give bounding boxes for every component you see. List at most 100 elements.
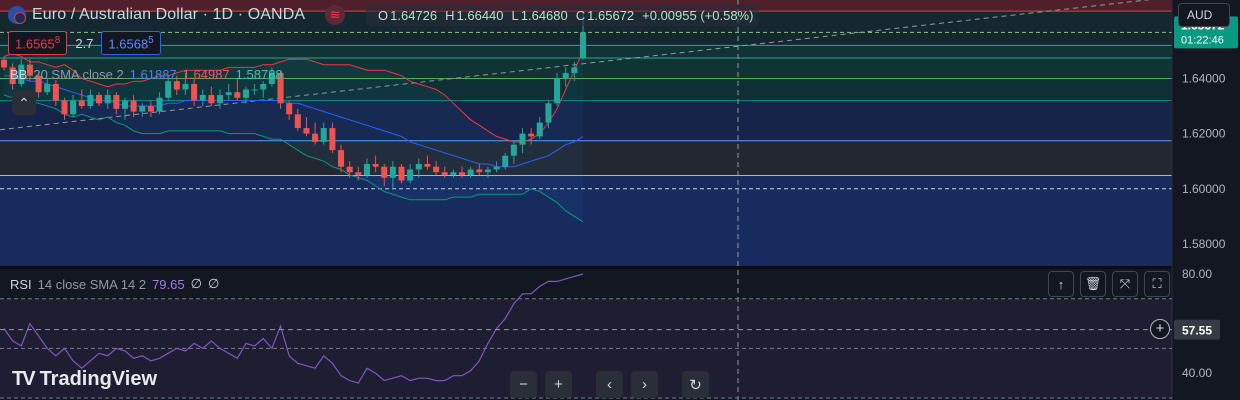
- candle-body: [242, 89, 249, 98]
- candle-body: [312, 133, 319, 142]
- candle-body: [493, 166, 500, 170]
- candle-body: [268, 72, 275, 84]
- market-status-icon[interactable]: ≋: [325, 5, 346, 25]
- rsi-axis-label: 40.00: [1182, 366, 1212, 380]
- candle-body: [441, 172, 448, 175]
- chart-navigation: − + ‹ › ↻: [510, 371, 709, 398]
- zoom-out-button[interactable]: −: [510, 371, 537, 398]
- high-label: H: [445, 7, 455, 23]
- rsi-crosshair-badge: [1174, 319, 1220, 340]
- change-value: +0.00955 (+0.58%): [642, 7, 754, 23]
- candle-body: [260, 83, 267, 90]
- rsi-ma-value: ∅: [190, 276, 202, 291]
- candle-body: [208, 95, 215, 104]
- candle-body: [139, 106, 146, 112]
- candle-body: [320, 128, 327, 142]
- candle-body: [424, 163, 431, 167]
- scroll-right-button[interactable]: ›: [631, 371, 658, 398]
- price-axis-label: 1.64000: [1182, 71, 1226, 85]
- candle-body: [554, 78, 561, 104]
- candle-body: [346, 166, 353, 173]
- rsi-params: 14 close SMA 14 2: [37, 276, 147, 292]
- maximize-pane-icon[interactable]: ⛶: [1144, 271, 1170, 297]
- candle-body: [156, 97, 163, 112]
- bb-fill: [4, 50, 583, 222]
- candle-body: [458, 172, 466, 175]
- close-value: 1.65672: [587, 7, 635, 23]
- candle-body: [355, 172, 362, 175]
- candle-body: [467, 169, 474, 175]
- reset-chart-button[interactable]: ↻: [682, 371, 709, 398]
- candle-body: [363, 163, 370, 175]
- bb-legend[interactable]: BB 20 SMA close 2 1.61887 1.64987 1.5878…: [10, 67, 283, 82]
- candle-body: [61, 100, 68, 115]
- candle-body: [502, 155, 509, 167]
- tradingview-mark-icon: TV: [12, 368, 36, 390]
- candle-body: [381, 166, 388, 178]
- scroll-left-button[interactable]: ‹: [596, 371, 623, 398]
- buy-button[interactable]: 1.65685: [101, 31, 161, 56]
- candle-body: [147, 106, 154, 112]
- price-axis-label: 1.60000: [1182, 182, 1226, 196]
- ohlc-values: O 1.64726 H 1.66440 L 1.64680 C 1.65672 +0.0…: [366, 4, 760, 26]
- move-pane-up-icon[interactable]: ↑: [1048, 271, 1074, 297]
- bb-lower-value: 1.58788: [235, 67, 283, 82]
- candle-body: [70, 100, 77, 115]
- tradingview-logo[interactable]: TV TradingView: [12, 368, 157, 391]
- candle-body: [225, 92, 232, 96]
- trend-line: [0, 0, 1151, 131]
- collapse-pane-icon[interactable]: ⤧: [1112, 271, 1138, 297]
- axis-background: [1172, 0, 1240, 400]
- rsi-label: RSI: [10, 276, 32, 292]
- candle-body: [26, 64, 33, 76]
- candle-body: [372, 163, 379, 167]
- collapse-indicators-button[interactable]: ⌃: [12, 91, 36, 115]
- sell-button[interactable]: 1.65658: [8, 31, 68, 56]
- delete-pane-icon[interactable]: 🗑: [1080, 271, 1106, 297]
- currency-label: AUD: [1187, 8, 1213, 22]
- candlesticks: [0, 11, 587, 189]
- buy-price: 1.6568: [108, 36, 149, 52]
- add-plus-icon[interactable]: +: [1150, 319, 1170, 339]
- candle-body: [87, 95, 94, 107]
- close-label: C: [575, 7, 586, 23]
- bb-upper-value: 1.64987: [182, 67, 230, 82]
- rsi-pane: [0, 273, 1172, 399]
- zoom-in-button[interactable]: +: [545, 371, 572, 398]
- candle-body: [562, 72, 569, 79]
- candle-body: [9, 67, 16, 84]
- rsi-legend[interactable]: RSI 14 close SMA 14 2 79.65 ∅ ∅: [10, 276, 219, 292]
- currency-selector[interactable]: AUD: [1178, 3, 1230, 27]
- candle-body: [286, 103, 293, 115]
- candle-body: [579, 32, 587, 59]
- low-value: 1.64680: [520, 7, 568, 23]
- symbol-header[interactable]: Euro / Australian Dollar · 1D · OANDA ≋: [8, 5, 346, 25]
- open-label: O: [378, 7, 389, 23]
- spread-value: 2.7: [75, 35, 94, 51]
- price-axis-label: 1.62000: [1182, 127, 1226, 141]
- symbol-title[interactable]: Euro / Australian Dollar · 1D · OANDA: [32, 6, 306, 23]
- candle-body: [35, 75, 42, 93]
- candle-body: [251, 89, 258, 91]
- candle-body: [415, 163, 422, 170]
- rsi-axis-label: 80.00: [1182, 267, 1212, 281]
- candle-body: [165, 81, 172, 98]
- candle-body: [519, 133, 526, 145]
- candle-body: [329, 128, 336, 151]
- nav-spacer: [580, 371, 588, 398]
- candle-body: [44, 83, 51, 93]
- candle-body: [545, 103, 552, 123]
- candle-body: [52, 83, 59, 101]
- price-axis-label: 1.58000: [1182, 237, 1226, 251]
- candle-body: [182, 83, 189, 90]
- candle-body: [277, 72, 284, 104]
- open-value: 1.64726: [390, 7, 438, 23]
- bb-basis-value: 1.61887: [129, 67, 177, 82]
- candle-body: [338, 150, 345, 167]
- chevron-up-icon: ⌃: [18, 94, 30, 111]
- zone-band-3: [0, 78, 1172, 101]
- countdown-text: 01:22:46: [1181, 34, 1224, 46]
- candle-body: [104, 95, 111, 104]
- currency-flag-icon: [8, 6, 26, 24]
